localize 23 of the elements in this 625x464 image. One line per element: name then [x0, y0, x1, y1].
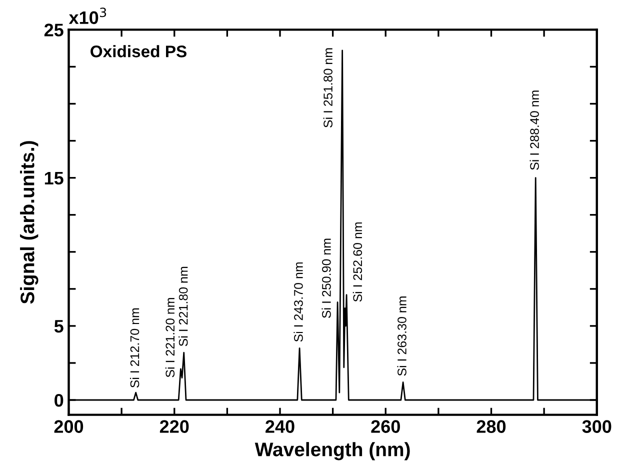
x-tick-label: 260: [371, 420, 400, 433]
x-axis-title: Wavelength (nm): [254, 442, 410, 460]
annotation: Si I 221.20 nm: [165, 298, 175, 378]
text: x10$^{3}$: [68, 8, 106, 24]
y-tick-label: 15: [44, 172, 64, 185]
annotation: Si I 288.40 nm: [530, 90, 539, 170]
x-tick-label: 240: [266, 420, 294, 433]
y-tick-label: 25: [44, 24, 64, 36]
y-tick-label: 0: [54, 394, 64, 407]
y-axis-title: Signal (arb.units.): [20, 141, 38, 304]
x-tick-label: 300: [582, 420, 612, 433]
annotation: Si I 251.80 nm: [323, 48, 332, 128]
annotation: Si I 250.90 nm: [322, 238, 331, 318]
annotation: Si I 221.80 nm: [178, 266, 188, 346]
annotation: Oxidised PS: [90, 45, 186, 58]
x-tick-label: 200: [54, 420, 84, 433]
annotation: Si I 252.60 nm: [352, 222, 362, 302]
x-tick-label: 280: [476, 420, 506, 433]
x-tick-label: 220: [160, 420, 189, 433]
y-tick-label: 5: [54, 320, 64, 333]
annotation: Si I 212.70 nm: [130, 308, 140, 388]
annotation: Si I 263.30 nm: [397, 296, 406, 376]
annotation: Si I 243.70 nm: [294, 262, 303, 342]
